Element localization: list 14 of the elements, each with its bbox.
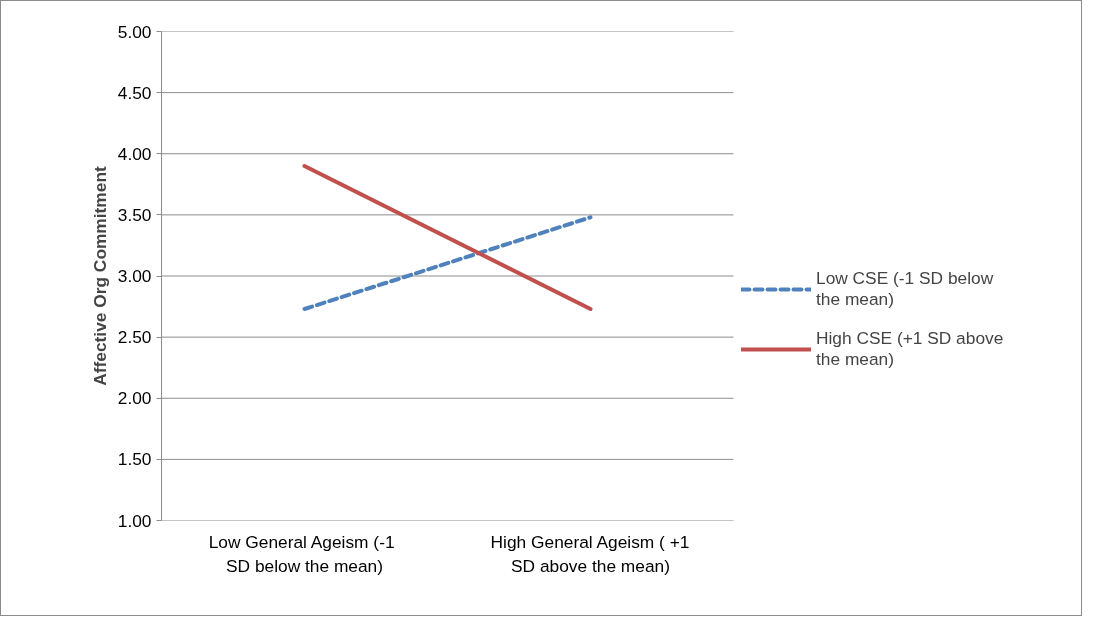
legend-label: High CSE (+1 SD above the mean) [816, 328, 1004, 370]
y-tick-label: 4.50 [117, 82, 152, 103]
y-tick-label: 3.50 [117, 204, 152, 225]
y-axis-title: Affective Org Commitment [89, 166, 110, 386]
y-tick-label: 3.00 [117, 266, 152, 286]
legend-label: Low CSE (-1 SD below the mean) [816, 268, 994, 310]
x-tick-label: High General Ageism ( +1 SD above the mean) [490, 531, 690, 576]
y-tick-label: 5.00 [117, 21, 152, 42]
y-tick-label: 2.00 [117, 388, 152, 409]
x-tick-label: Low General Ageism (-1 SD below the mean) [208, 531, 395, 576]
y-tick-label: 4.00 [117, 143, 152, 164]
y-tick-label: 2.50 [117, 327, 152, 348]
y-tick-label: 1.50 [117, 449, 152, 470]
y-tick-label: 1.00 [117, 510, 152, 531]
